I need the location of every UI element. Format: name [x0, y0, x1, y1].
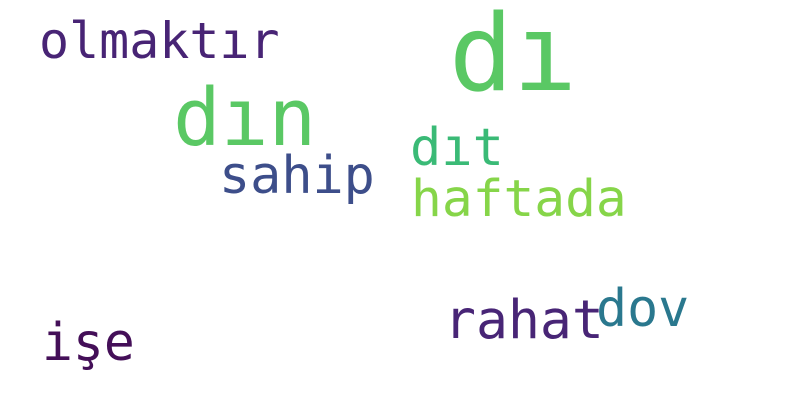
word-dit: dıt — [410, 118, 504, 178]
word-di: dı — [449, 0, 577, 116]
word-dov: dov — [596, 279, 690, 340]
word-din: dın — [173, 71, 317, 165]
word-sahip: sahip — [219, 146, 375, 207]
word-haftada: haftada — [411, 169, 627, 230]
word-rahat: rahat — [444, 288, 604, 351]
word-ise: işe — [42, 312, 135, 373]
word-olmaktir: olmaktır — [39, 11, 280, 70]
